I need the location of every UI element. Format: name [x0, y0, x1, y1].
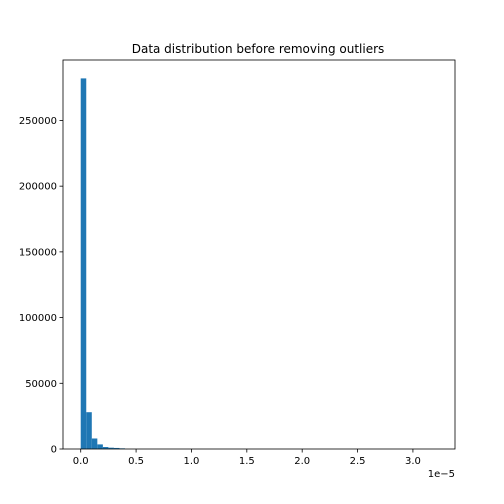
chart-title: Data distribution before removing outlie…: [132, 42, 385, 56]
x-axis-offset-label: 1e−5: [428, 469, 455, 480]
x-axis-ticks: 0.0 0.5 1.0 1.5 2.0 2.5 3.0: [73, 449, 421, 467]
x-tick-label: 2.5: [350, 456, 366, 467]
x-tick-label: 3.0: [405, 456, 421, 467]
x-tick-label: 2.0: [294, 456, 310, 467]
bars-group: [80, 78, 126, 449]
y-tick-label: 250000: [19, 116, 57, 127]
histogram-bar: [97, 444, 103, 449]
y-tick-label: 0: [51, 445, 57, 456]
x-tick-label: 0.5: [128, 456, 144, 467]
histogram-bar: [113, 447, 120, 449]
y-tick-label: 150000: [19, 247, 57, 258]
y-tick-label: 200000: [19, 182, 57, 193]
x-tick-label: 1.5: [239, 456, 255, 467]
x-tick-label: 0.0: [73, 456, 89, 467]
histogram-bar: [102, 447, 109, 449]
histogram-bar: [108, 447, 114, 449]
y-tick-label: 50000: [25, 379, 57, 390]
x-tick-label: 1.0: [183, 456, 199, 467]
plot-frame: [62, 59, 456, 450]
y-axis-ticks: 0 50000 100000 150000 200000 250000: [19, 116, 63, 456]
histogram-bar: [86, 412, 92, 449]
histogram-bar: [80, 78, 87, 449]
histogram-bar: [91, 438, 98, 449]
y-tick-label: 100000: [19, 313, 57, 324]
